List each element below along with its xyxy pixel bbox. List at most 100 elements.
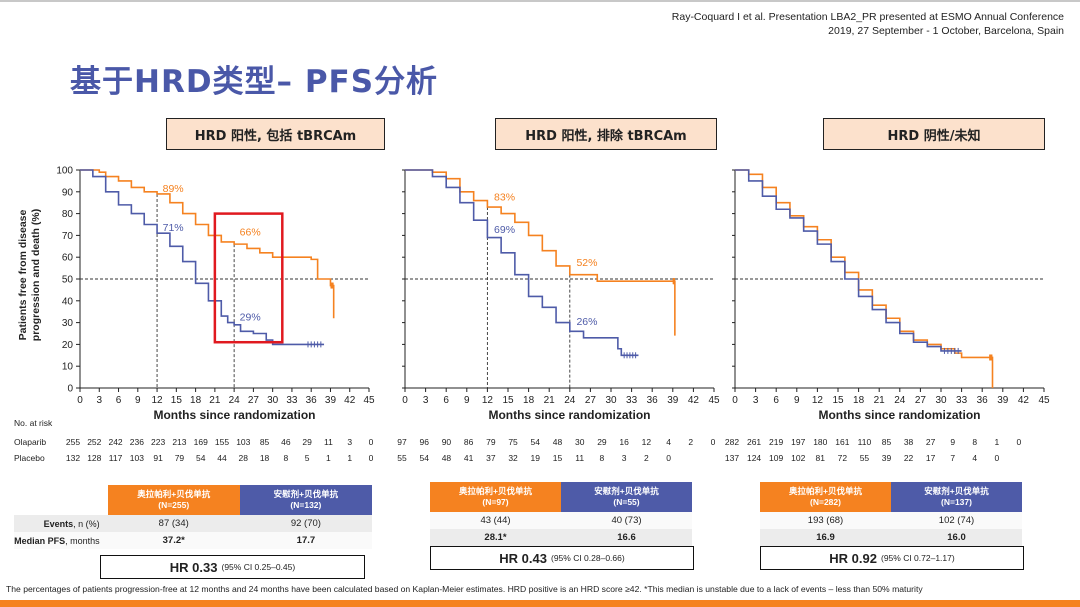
at-risk-value: 9 xyxy=(950,437,956,447)
at-risk-value: 44 xyxy=(217,453,227,463)
top-border xyxy=(0,0,1080,2)
hr-value-1: HR 0.33 xyxy=(169,559,218,575)
olaparib-header-name-1: 奥拉帕利+贝伐单抗 xyxy=(137,489,211,499)
x-tick-label: 39 xyxy=(997,395,1009,406)
at-risk-value: 12 xyxy=(641,437,652,447)
at-risk-value: 16 xyxy=(619,437,629,447)
footnote: The percentages of patients progression-… xyxy=(6,584,923,594)
at-risk-value: 8 xyxy=(599,453,605,463)
y-tick-label: 90 xyxy=(62,187,74,198)
x-tick-label: 15 xyxy=(171,395,183,406)
at-risk-value: 219 xyxy=(769,437,784,447)
placebo-header-name-3: 安慰剂+贝伐单抗 xyxy=(924,486,989,496)
events-label: Events, n (%) xyxy=(43,518,100,529)
at-risk-value: 161 xyxy=(835,437,850,447)
at-risk-value: 1 xyxy=(994,437,1000,447)
olaparib-header-name-2: 奥拉帕利+贝伐单抗 xyxy=(459,486,532,496)
percent-annotation: 66% xyxy=(240,226,261,238)
hr-ci-3: (95% CI 0.72–1.17) xyxy=(880,553,955,563)
km-curve-placebo xyxy=(735,169,962,352)
at-risk-value: 223 xyxy=(151,437,166,447)
x-tick-label: 21 xyxy=(874,395,886,406)
hr-value-3: HR 0.92 xyxy=(829,550,877,566)
placebo-header-name-2: 安慰剂+贝伐单抗 xyxy=(594,486,659,496)
at-risk-value: 282 xyxy=(724,437,740,447)
x-tick-label: 36 xyxy=(647,395,659,406)
at-risk-value: 90 xyxy=(441,437,452,447)
x-tick-label: 36 xyxy=(977,395,989,406)
events-olaparib-2: 43 (44) xyxy=(480,515,511,526)
placebo-header-3: 安慰剂+贝伐单抗 (N=137) xyxy=(891,482,1022,512)
at-risk-value: 4 xyxy=(972,453,978,463)
at-risk-value: 39 xyxy=(881,453,892,463)
x-tick-label: 42 xyxy=(344,395,356,406)
x-tick-label: 36 xyxy=(306,395,318,406)
at-risk-value: 252 xyxy=(87,437,102,447)
hr-box-1: HR 0.33 (95% CI 0.25–0.45) xyxy=(100,555,365,579)
y-tick-label: 10 xyxy=(62,362,74,373)
at-risk-value: 8 xyxy=(972,437,978,447)
at-risk-value: 0 xyxy=(710,437,716,447)
at-risk-value: 85 xyxy=(881,437,892,447)
events-placebo-1: 92 (70) xyxy=(290,518,321,529)
panel-title-3: HRD 阴性/未知 xyxy=(823,118,1045,150)
percent-annotation: 69% xyxy=(494,224,515,236)
placebo-header-name-1: 安慰剂+贝伐单抗 xyxy=(273,489,339,499)
at-risk-value: 27 xyxy=(925,437,936,447)
at-risk-value: 0 xyxy=(368,437,374,447)
at-risk-value: 137 xyxy=(724,453,740,463)
placebo-header-n-1: (N=132) xyxy=(290,500,322,510)
km-curve-olaparib xyxy=(735,169,994,388)
x-tick-label: 3 xyxy=(96,395,102,406)
events-placebo-3: 102 (74) xyxy=(938,515,975,526)
events-placebo-2: 40 (73) xyxy=(611,515,642,526)
olaparib-header-n-1: (N=255) xyxy=(158,500,190,510)
x-tick-label: 24 xyxy=(894,395,906,406)
at-risk-value: 236 xyxy=(129,437,144,447)
x-tick-label: 9 xyxy=(464,395,470,406)
x-tick-label: 33 xyxy=(626,395,638,406)
at-risk-value: 55 xyxy=(859,453,870,463)
at-risk-value: 180 xyxy=(813,437,828,447)
x-tick-label: 42 xyxy=(1018,395,1030,406)
x-tick-label: 27 xyxy=(248,395,260,406)
at-risk-value: 19 xyxy=(530,453,541,463)
km-curve-placebo xyxy=(405,169,639,357)
at-risk-value: 8 xyxy=(283,453,289,463)
at-risk-value: 32 xyxy=(508,453,518,463)
y-tick-label: 50 xyxy=(62,275,74,286)
percent-annotation: 52% xyxy=(576,257,597,269)
hr-ci-1: (95% CI 0.25–0.45) xyxy=(221,562,296,572)
placebo-header-1: 安慰剂+贝伐单抗 (N=132) xyxy=(239,485,372,515)
percent-annotation: 26% xyxy=(576,316,597,328)
citation-text: Ray-Coquard I et al. Presentation LBA2_P… xyxy=(671,11,1064,37)
x-tick-label: 6 xyxy=(773,395,779,406)
hr-ci-2: (95% CI 0.28–0.66) xyxy=(550,553,625,563)
stats-table-2: 奥拉帕利+贝伐单抗 (N=97) 安慰剂+贝伐单抗 (N=55) 43 (44)… xyxy=(430,482,692,546)
at-risk-value: 54 xyxy=(419,453,429,463)
x-tick-label: 45 xyxy=(708,395,720,406)
x-tick-label: 12 xyxy=(152,395,164,406)
x-axis-label: Months since randomization xyxy=(818,408,980,422)
percent-annotation: 83% xyxy=(494,192,515,204)
at-risk-value: 169 xyxy=(193,437,208,447)
at-risk-value: 15 xyxy=(552,453,563,463)
panel-title-1: HRD 阳性, 包括 tBRCAm xyxy=(166,118,385,150)
at-risk-value: 103 xyxy=(236,437,251,447)
y-tick-label: 60 xyxy=(62,253,74,264)
at-risk-value: 5 xyxy=(304,453,310,463)
x-tick-label: 30 xyxy=(267,395,279,406)
at-risk-value: 79 xyxy=(486,437,496,447)
olaparib-header-1: 奥拉帕利+贝伐单抗 (N=255) xyxy=(107,485,240,515)
hr-value-2: HR 0.43 xyxy=(499,550,547,566)
x-tick-label: 15 xyxy=(502,395,514,406)
median-placebo-2: 16.6 xyxy=(617,532,636,543)
at-risk-value: 242 xyxy=(108,437,123,447)
at-risk-value: 7 xyxy=(950,453,956,463)
at-risk-value: 103 xyxy=(129,453,144,463)
at-risk-value: 85 xyxy=(259,437,270,447)
olaparib-header-name-3: 奥拉帕利+贝伐单抗 xyxy=(789,486,862,496)
at-risk-value: 109 xyxy=(769,453,784,463)
x-tick-label: 39 xyxy=(667,395,679,406)
at-risk-value: 102 xyxy=(791,453,806,463)
